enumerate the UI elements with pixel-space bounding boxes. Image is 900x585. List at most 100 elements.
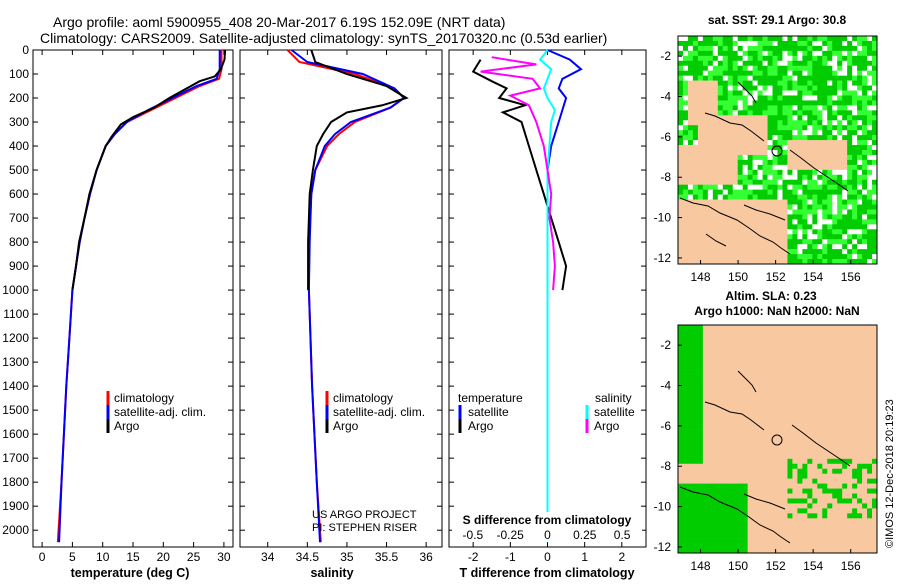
map-cell xyxy=(752,434,758,440)
map-cell xyxy=(697,254,704,260)
map-cell xyxy=(847,159,853,166)
map-cell xyxy=(697,508,704,514)
map-cell xyxy=(692,528,699,534)
map-cell xyxy=(687,179,694,185)
map-cell xyxy=(787,379,793,385)
map-cell xyxy=(702,334,709,341)
map-cell xyxy=(702,369,709,375)
map-cell xyxy=(752,244,758,250)
map-cell xyxy=(797,214,803,220)
map-cell xyxy=(792,404,798,410)
map-cell xyxy=(692,508,699,514)
map-cell xyxy=(802,125,808,131)
map-cell xyxy=(682,434,689,440)
map-cell xyxy=(752,184,758,190)
map-cell xyxy=(717,429,724,435)
map-cell xyxy=(767,344,773,351)
map-cell xyxy=(747,508,753,514)
map-cell xyxy=(707,503,714,509)
map-cell xyxy=(717,434,724,440)
map-cell xyxy=(722,40,729,47)
map-cell xyxy=(742,135,748,141)
map-cell xyxy=(732,40,738,47)
map-cell xyxy=(787,234,793,240)
map-cell xyxy=(702,75,709,81)
map-cell xyxy=(732,75,738,81)
map-cell xyxy=(697,518,704,524)
map-cell xyxy=(857,473,863,479)
map-cell xyxy=(742,125,748,131)
map-cell xyxy=(787,45,793,52)
map-cell xyxy=(782,419,788,425)
map-cell xyxy=(697,399,704,405)
map-cell xyxy=(678,65,684,71)
map-cell xyxy=(697,105,704,111)
map-cell xyxy=(867,359,873,365)
map-cell xyxy=(822,439,828,445)
map-cell xyxy=(847,334,853,341)
map-cell xyxy=(692,70,699,76)
map-cell xyxy=(817,518,823,524)
map-cell xyxy=(702,448,709,455)
map-cell xyxy=(707,150,714,156)
map-cell xyxy=(767,36,773,42)
map-cell xyxy=(857,448,863,455)
salinity-axes xyxy=(239,49,443,548)
map-cell xyxy=(697,214,704,220)
map-cell xyxy=(792,135,798,141)
map-cell xyxy=(717,164,724,171)
map-cell xyxy=(678,503,684,509)
map-cell xyxy=(857,95,863,101)
map-cell xyxy=(702,214,709,220)
map-cell xyxy=(837,234,843,240)
map-cell xyxy=(832,493,838,499)
map-cell xyxy=(682,174,689,181)
x-tick-label: 2 xyxy=(618,550,625,564)
map-cell xyxy=(782,65,788,71)
map-cell xyxy=(682,214,689,220)
temperature-panel: 0100200300400500600700800900100011001200… xyxy=(2,43,234,580)
map-cell xyxy=(772,80,778,86)
map-cell xyxy=(692,40,699,47)
map-cell xyxy=(712,120,719,126)
map-cell xyxy=(687,169,694,176)
map-cell xyxy=(682,75,689,81)
map-cell xyxy=(687,214,694,220)
map-cell xyxy=(852,503,858,509)
map-cell xyxy=(822,159,828,166)
map-cell xyxy=(687,249,694,255)
x-tick-label: 15 xyxy=(126,550,140,564)
map-cell xyxy=(857,36,863,42)
map-cell xyxy=(797,36,803,42)
map-cell xyxy=(827,115,833,121)
map-cell xyxy=(832,508,838,514)
map-cell xyxy=(807,65,813,71)
map-cell xyxy=(747,55,753,62)
map-cell xyxy=(872,483,878,489)
map-cell xyxy=(842,468,848,474)
map-cell xyxy=(767,369,773,375)
map-cell xyxy=(712,473,719,479)
map-cell xyxy=(678,488,684,494)
map-cell xyxy=(697,523,704,529)
map-cell xyxy=(702,364,709,370)
map-cell xyxy=(682,254,689,260)
map-cell xyxy=(727,209,734,215)
map-cell xyxy=(712,189,719,195)
map-cell xyxy=(777,249,783,255)
map-cell xyxy=(797,184,803,190)
map-cell xyxy=(852,523,858,529)
map-cell xyxy=(807,344,813,351)
map-cell xyxy=(867,478,873,484)
map-cell xyxy=(842,40,848,47)
map-cell xyxy=(867,548,873,554)
map-cell xyxy=(867,453,873,460)
map-cell xyxy=(827,533,833,539)
map-cell xyxy=(842,159,848,166)
map-cell xyxy=(767,259,773,265)
map-cell xyxy=(792,344,798,351)
map-cell xyxy=(752,488,758,494)
map-cell xyxy=(822,154,828,161)
map-cell xyxy=(852,453,858,460)
map-cell xyxy=(762,120,768,126)
